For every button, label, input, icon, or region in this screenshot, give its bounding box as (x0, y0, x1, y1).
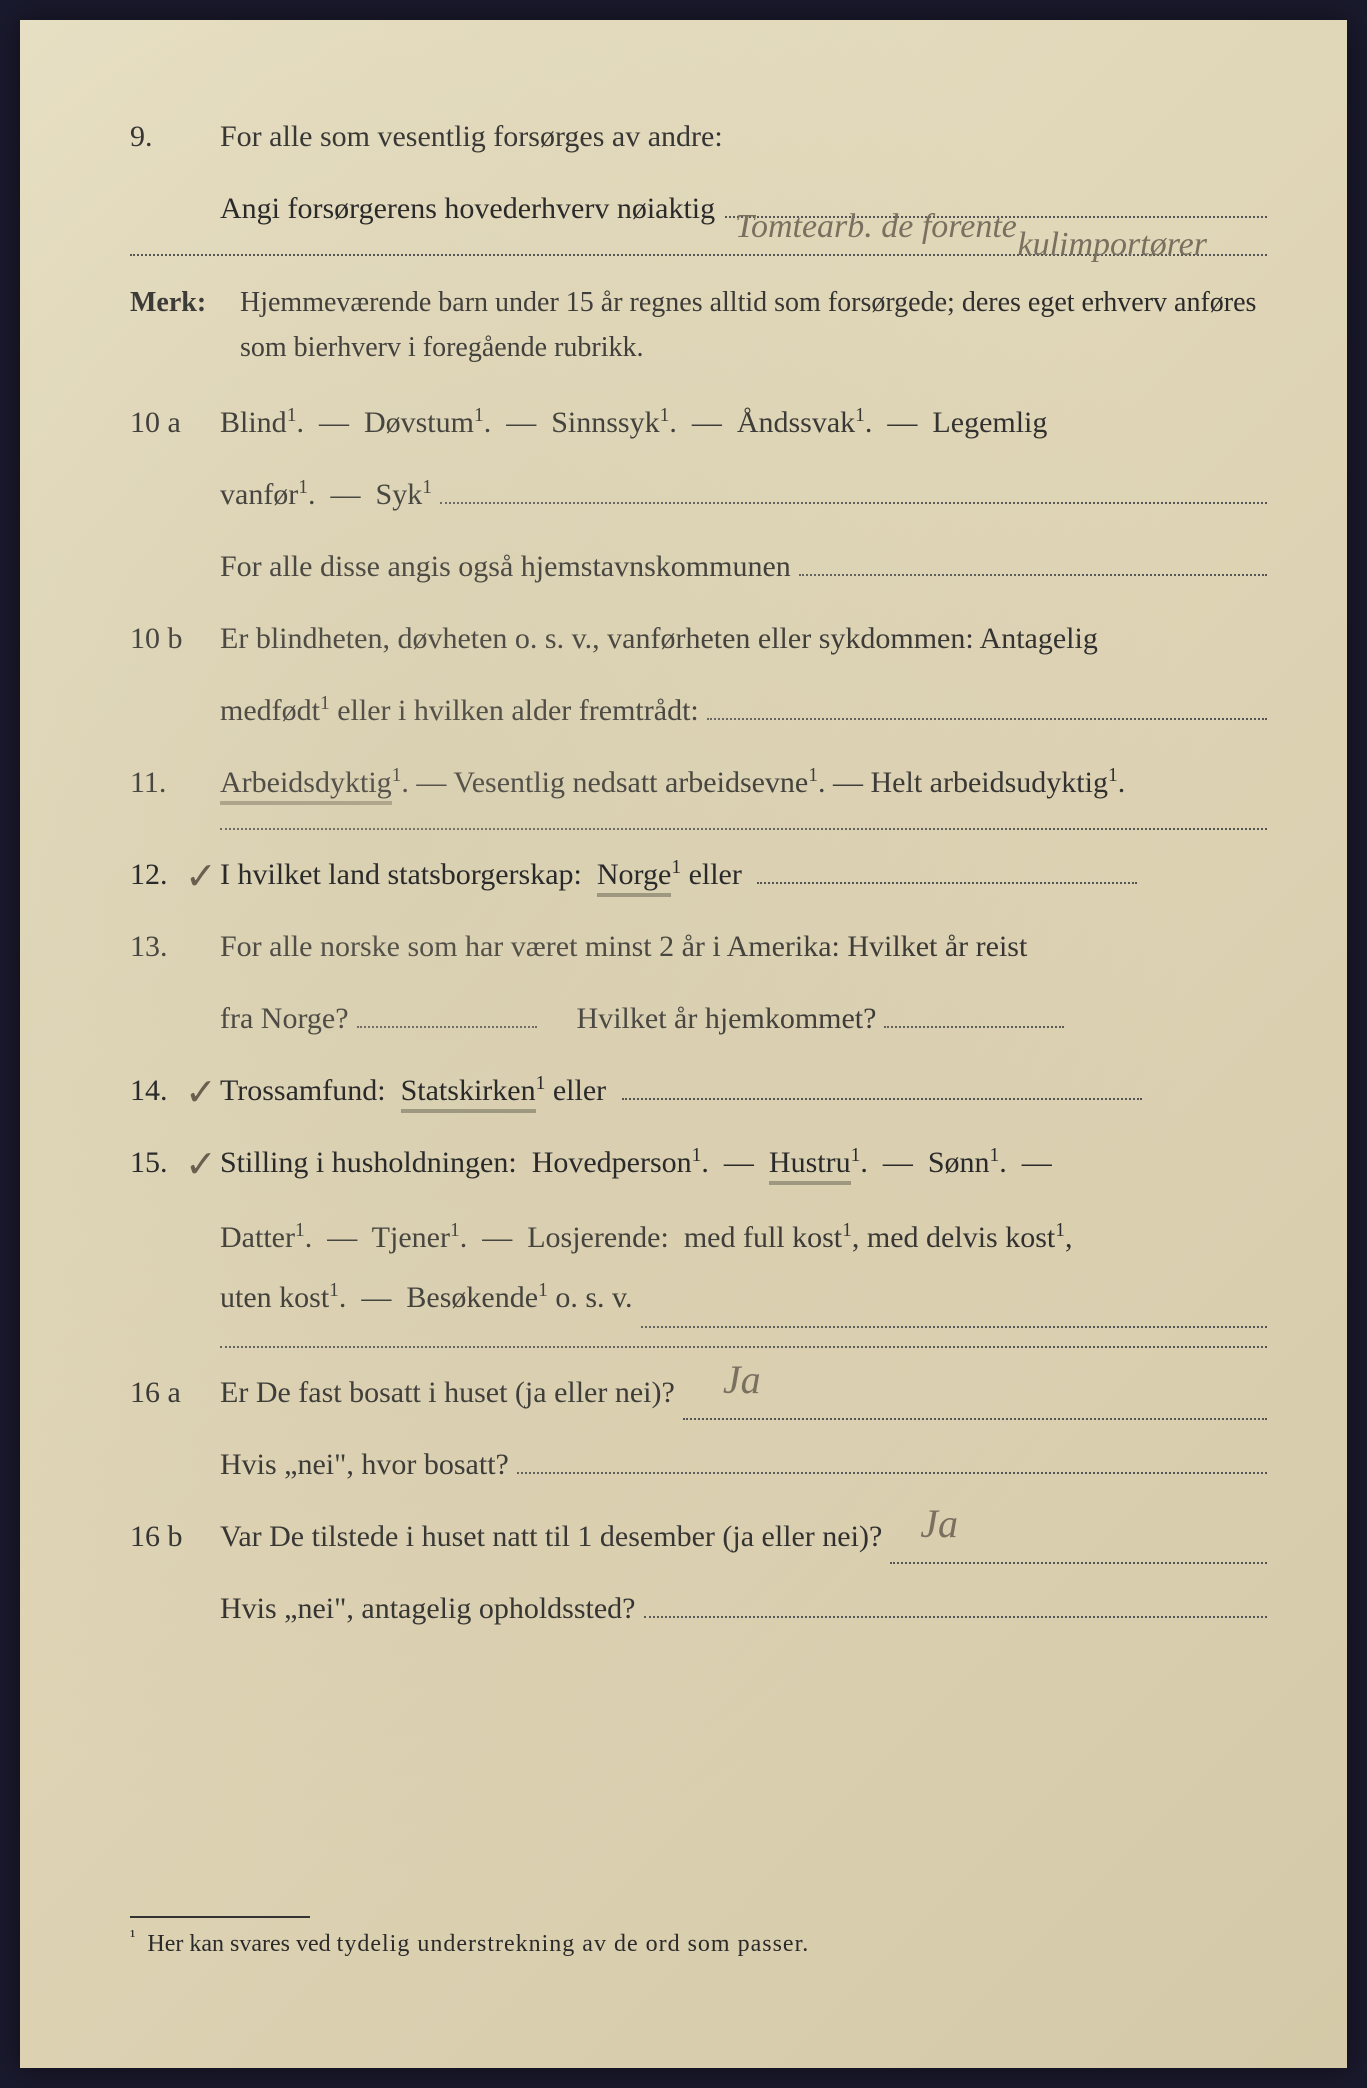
q11-number: 11. (130, 756, 220, 810)
q16b-content: Var De tilstede i huset natt til 1 desem… (220, 1510, 1267, 1564)
q16b-text1: Var De tilstede i huset natt til 1 desem… (220, 1510, 882, 1564)
q11-text: Arbeidsdyktig1. — Vesentlig nedsatt arbe… (220, 766, 1125, 799)
q16a-handwritten: Ja (723, 1344, 761, 1416)
q10b-number: 10 b (130, 612, 220, 666)
question-11: 11. Arbeidsdyktig1. — Vesentlig nedsatt … (130, 756, 1267, 810)
q9-handwritten-2: kulimportører (1017, 226, 1207, 264)
q16a-text2: Hvis „nei", hvor bosatt? (220, 1438, 509, 1492)
q16b-number: 16 b (130, 1510, 220, 1564)
question-15: ✓ 15. Stilling i husholdningen: Hovedper… (130, 1136, 1267, 1190)
q13-text2a: fra Norge? (220, 992, 349, 1046)
q14-checkmark: ✓ (185, 1059, 217, 1127)
q16a-line2: Hvis „nei", hvor bosatt? (220, 1438, 1267, 1492)
q15-content: Stilling i husholdningen: Hovedperson1. … (220, 1136, 1267, 1190)
q14-text: Trossamfund: Statskirken1 eller (220, 1074, 606, 1107)
question-16a: 16 a Er De fast bosatt i huset (ja eller… (130, 1366, 1267, 1420)
q10b-text2: medfødt1 eller i hvilken alder fremtrådt… (220, 684, 699, 738)
footnote: ¹ Her kan svares ved tydelig understrekn… (130, 1926, 1267, 1958)
q12-fill (757, 882, 1137, 884)
q13-text2b: Hvilket år hjemkommet? (577, 992, 877, 1046)
q16a-fill: Ja (683, 1366, 1267, 1420)
q10a-text2: vanfør1. — Syk1 (220, 468, 432, 522)
q9-handwritten-1: Tomtearb. de forente (735, 196, 1017, 257)
q16b-handwritten: Ja (920, 1488, 958, 1560)
q15-fill (641, 1268, 1267, 1328)
q10a-number: 10 a (130, 396, 220, 450)
q15-line1: Stilling i husholdningen: Hovedperson1. … (220, 1146, 1052, 1179)
merk-label: Merk: (130, 281, 240, 326)
q16b-fill: Ja (890, 1510, 1267, 1564)
q13-line2: fra Norge? Hvilket år hjemkommet? (220, 992, 1267, 1046)
q10a-fill2 (799, 574, 1267, 576)
question-10a: 10 a Blind1. — Døvstum1. — Sinnssyk1. — … (130, 396, 1267, 450)
q9-number: 9. (130, 110, 220, 164)
q9-content: For alle som vesentlig forsørges av andr… (220, 110, 1267, 164)
q16b-text2: Hvis „nei", antagelig opholdssted? (220, 1582, 636, 1636)
q12-text: I hvilket land statsborgerskap: Norge1 e… (220, 858, 742, 891)
q16a-content: Er De fast bosatt i huset (ja eller nei)… (220, 1366, 1267, 1420)
q13-number: 13. (130, 920, 220, 974)
q10a-text3: For alle disse angis også hjemstavnskomm… (220, 540, 791, 594)
q16a-text1: Er De fast bosatt i huset (ja eller nei)… (220, 1366, 675, 1420)
question-13: 13. For alle norske som har været minst … (130, 920, 1267, 974)
question-16b: 16 b Var De tilstede i huset natt til 1 … (130, 1510, 1267, 1564)
question-14: ✓ 14. Trossamfund: Statskirken1 eller (130, 1064, 1267, 1118)
question-12: ✓ 12. I hvilket land statsborgerskap: No… (130, 848, 1267, 902)
q15-line2: Datter1. — Tjener1. — Losjerende: med fu… (220, 1208, 1267, 1268)
merk-note: Merk: Hjemmeværende barn under 15 år reg… (130, 281, 1267, 371)
q10a-fill (440, 502, 1267, 504)
q14-fill (622, 1098, 1142, 1100)
q13-text1: For alle norske som har været minst 2 år… (220, 930, 1027, 963)
q13-fill1 (357, 1026, 537, 1028)
q9-text-line2: Angi forsørgerens hovederhverv nøiaktig (220, 182, 715, 236)
footnote-text: Her kan svares ved tydelig understreknin… (147, 1931, 809, 1957)
merk-text: Hjemmeværende barn under 15 år regnes al… (240, 281, 1267, 371)
q10a-line2: vanfør1. — Syk1 (220, 468, 1267, 522)
q10b-fill (707, 718, 1267, 720)
footnote-marker: ¹ (130, 1926, 135, 1946)
q12-content: I hvilket land statsborgerskap: Norge1 e… (220, 848, 1267, 902)
q14-content: Trossamfund: Statskirken1 eller (220, 1064, 1267, 1118)
q10b-content: Er blindheten, døvheten o. s. v., vanfør… (220, 612, 1267, 666)
q9-fill-line2: kulimportører (130, 254, 1267, 256)
document-page: 9. For alle som vesentlig forsørges av a… (20, 20, 1347, 2068)
q16b-line2: Hvis „nei", antagelig opholdssted? (220, 1582, 1267, 1636)
q11-divider (220, 828, 1267, 830)
question-10b: 10 b Er blindheten, døvheten o. s. v., v… (130, 612, 1267, 666)
q10a-content: Blind1. — Døvstum1. — Sinnssyk1. — Åndss… (220, 396, 1267, 450)
q15-checkmark: ✓ (185, 1131, 217, 1199)
q10a-text1: Blind1. — Døvstum1. — Sinnssyk1. — Åndss… (220, 406, 1047, 439)
q13-fill2 (884, 1026, 1064, 1028)
q10b-line2: medfødt1 eller i hvilken alder fremtrådt… (220, 684, 1267, 738)
q9-text-line1: For alle som vesentlig forsørges av andr… (220, 120, 723, 153)
q15-line3: uten kost1. — Besøkende1 o. s. v. (220, 1268, 1267, 1328)
question-9: 9. For alle som vesentlig forsørges av a… (130, 110, 1267, 164)
footnote-rule (130, 1916, 310, 1918)
q16a-number: 16 a (130, 1366, 220, 1420)
q15-text2: Datter1. — Tjener1. — Losjerende: med fu… (220, 1221, 1072, 1254)
q15-text3: uten kost1. — Besøkende1 o. s. v. (220, 1268, 633, 1328)
q9-fill-line1: Tomtearb. de forente (725, 216, 1267, 218)
q13-content: For alle norske som har været minst 2 år… (220, 920, 1267, 974)
q10a-line3: For alle disse angis også hjemstavnskomm… (220, 540, 1267, 594)
q16b-fill2 (644, 1616, 1268, 1618)
q11-content: Arbeidsdyktig1. — Vesentlig nedsatt arbe… (220, 756, 1267, 810)
q16a-fill2 (517, 1472, 1267, 1474)
q12-checkmark: ✓ (185, 843, 217, 911)
q10b-text1: Er blindheten, døvheten o. s. v., vanfør… (220, 622, 1098, 655)
